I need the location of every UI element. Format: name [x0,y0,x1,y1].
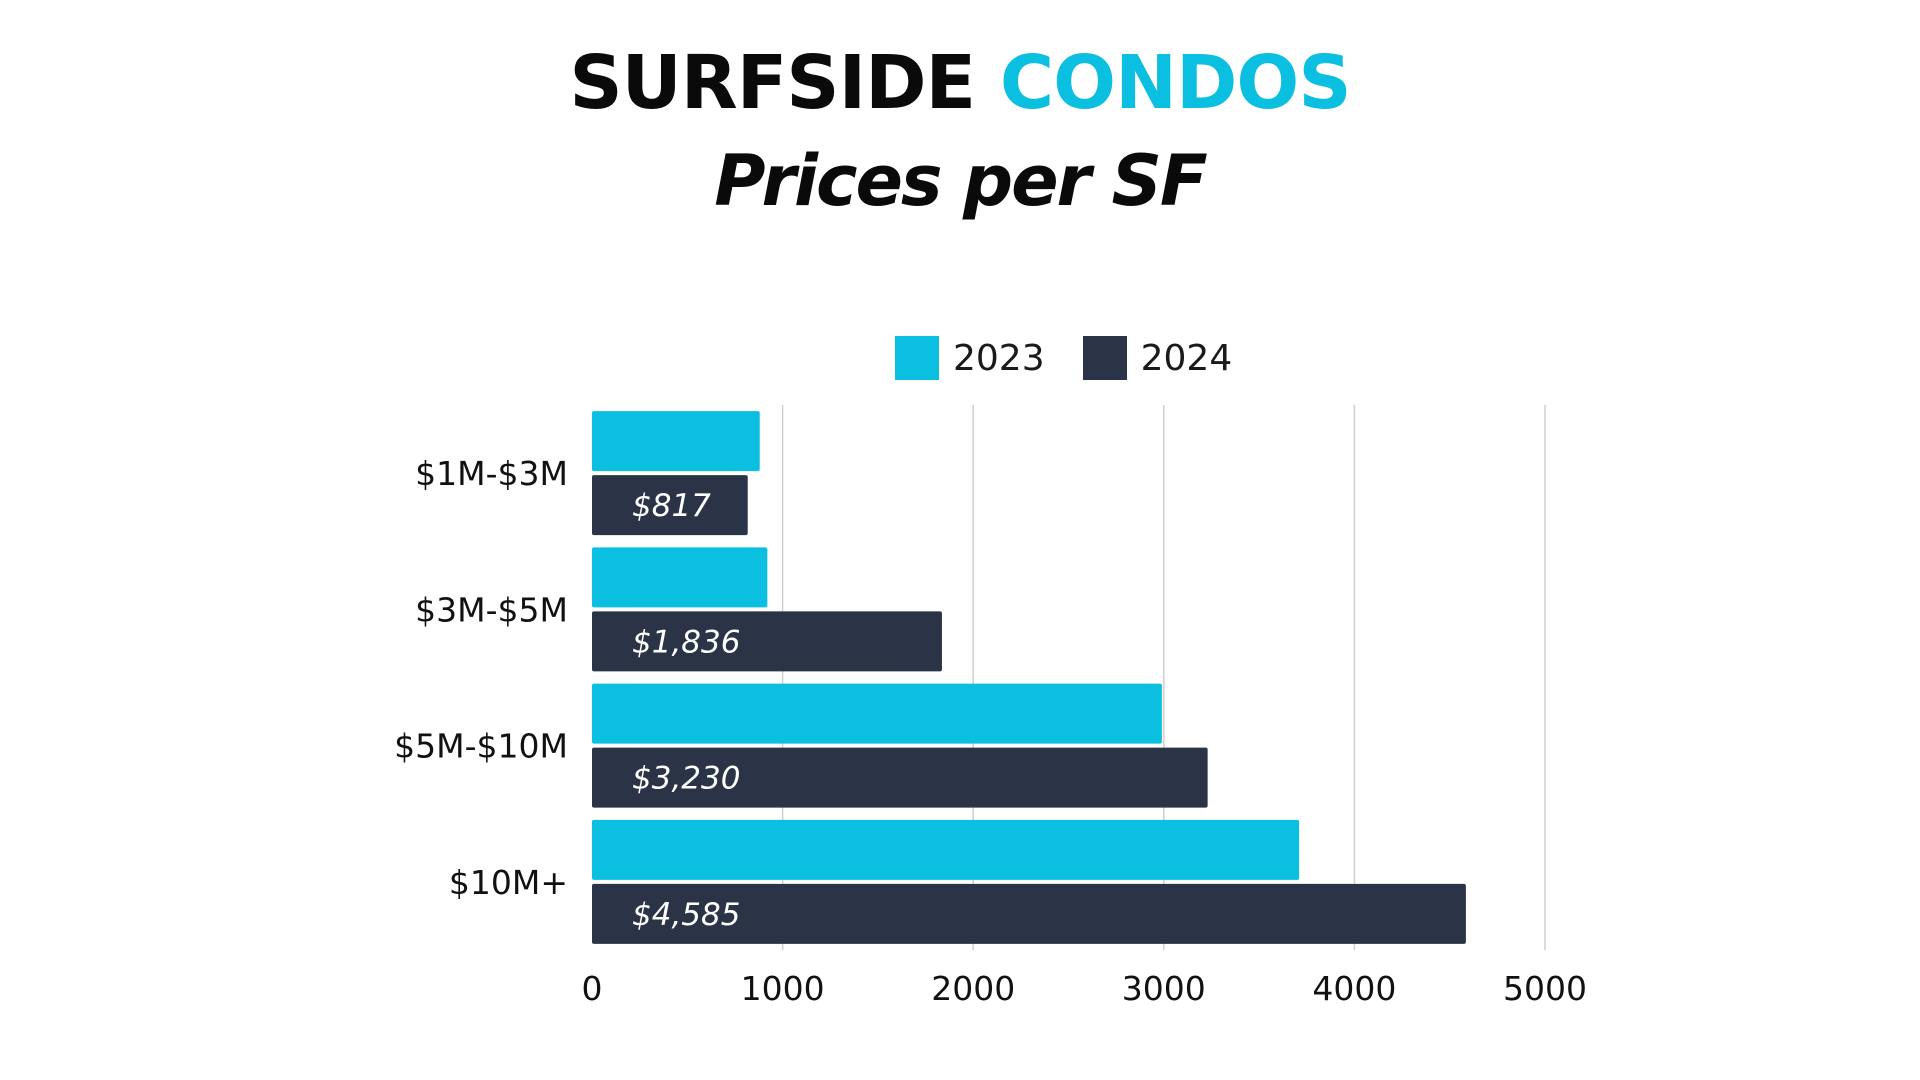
bar-2023-2 [592,547,768,608]
title-part-surfside: SURFSIDE [569,40,976,126]
legend-label-2023: 2023 [953,337,1045,379]
category-label: $10M+ [449,863,568,902]
legend-label-2024: 2024 [1140,337,1233,379]
bar-2024-3 [592,747,1208,808]
bar-2024-2 [592,611,942,672]
legend-swatch-2023 [895,336,939,380]
legend-swatch-2024 [1082,336,1127,380]
legend-item-2023: 2023 [895,336,1045,380]
x-tick-label: 5000 [1503,969,1587,1008]
x-tick-label: 1000 [741,969,825,1008]
category-label: $1M-$3M [415,454,568,493]
data-label-2024-2: $1,836 [632,624,740,660]
x-tick-label: 3000 [1122,969,1206,1008]
bar-2023-3 [592,683,1162,744]
x-tick-label: 4000 [1312,969,1396,1008]
bar-2023-1 [592,411,760,472]
bar-2023-4 [592,819,1300,880]
legend-item-2024: 2024 [1082,336,1233,380]
category-label: $3M-$5M [415,590,568,629]
bar-2024-1 [592,475,748,536]
chart-title: SURFSIDE CONDOS [0,38,1920,128]
bar-2024-4 [592,883,1466,944]
data-label-2024-4: $4,585 [632,897,740,933]
chart-legend: 2023 2024 [895,334,1270,382]
x-tick-label: 0 [582,969,603,1008]
chart-subtitle: Prices per SF [714,140,1207,222]
title-part-condos: CONDOS [999,40,1352,126]
data-label-2024-3: $3,230 [632,761,740,797]
data-label-2024-1: $817 [632,488,711,524]
category-label: $5M-$10M [394,727,568,766]
x-tick-label: 2000 [931,969,1015,1008]
